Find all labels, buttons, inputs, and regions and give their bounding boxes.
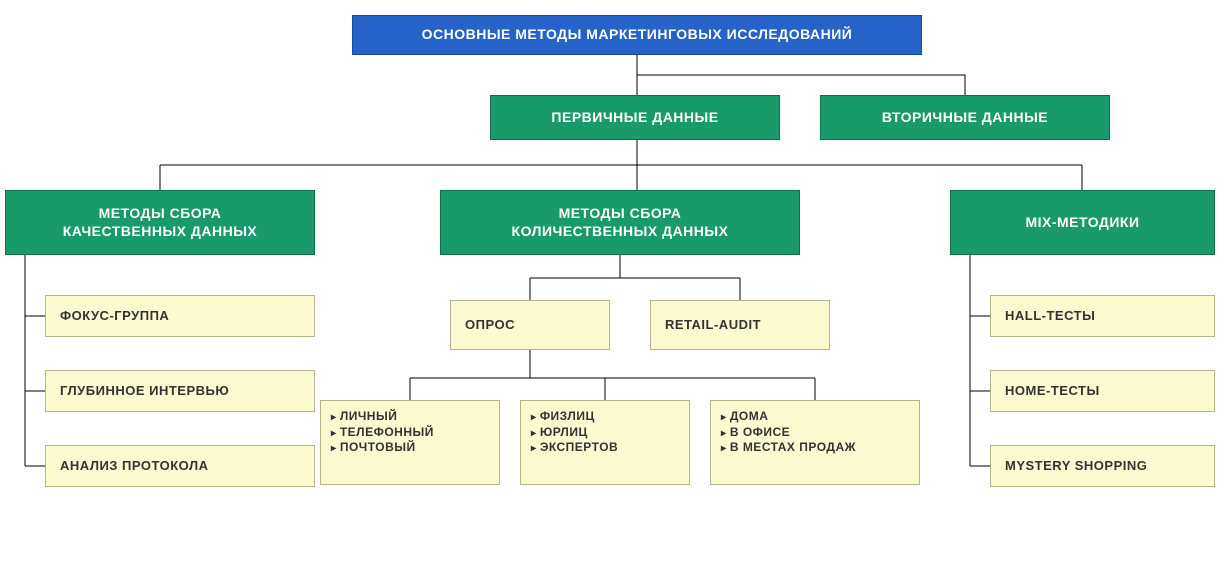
node-qualitative: МЕТОДЫ СБОРАКАЧЕСТВЕННЫХ ДАННЫХ	[5, 190, 315, 255]
node-protocol-label: АНАЛИЗ ПРОТОКОЛА	[60, 458, 208, 474]
node-root: ОСНОВНЫЕ МЕТОДЫ МАРКЕТИНГОВЫХ ИССЛЕДОВАН…	[352, 15, 922, 55]
node-mystery-shopping: MYSTERY SHOPPING	[990, 445, 1215, 487]
list-item: ДОМА	[721, 409, 768, 425]
node-qualitative-label: МЕТОДЫ СБОРАКАЧЕСТВЕННЫХ ДАННЫХ	[63, 205, 258, 240]
node-secondary-data: ВТОРИЧНЫЕ ДАННЫЕ	[820, 95, 1110, 140]
node-retail-audit-label: RETAIL-AUDIT	[665, 317, 761, 333]
node-mix: MIX-МЕТОДИКИ	[950, 190, 1215, 255]
diagram-canvas: ОСНОВНЫЕ МЕТОДЫ МАРКЕТИНГОВЫХ ИССЛЕДОВАН…	[0, 0, 1225, 567]
node-retail-audit: RETAIL-AUDIT	[650, 300, 830, 350]
node-hall-tests: HALL-ТЕСТЫ	[990, 295, 1215, 337]
node-hall-tests-label: HALL-ТЕСТЫ	[1005, 308, 1095, 324]
list-item: ЮРЛИЦ	[531, 425, 588, 441]
node-focus-group: ФОКУС-ГРУППА	[45, 295, 315, 337]
node-focus-group-label: ФОКУС-ГРУППА	[60, 308, 169, 324]
node-survey-label: ОПРОС	[465, 317, 515, 333]
list-item: В МЕСТАХ ПРОДАЖ	[721, 440, 856, 456]
node-mix-label: MIX-МЕТОДИКИ	[1025, 214, 1139, 232]
node-quantitative-label: МЕТОДЫ СБОРАКОЛИЧЕСТВЕННЫХ ДАННЫХ	[512, 205, 729, 240]
node-quantitative: МЕТОДЫ СБОРАКОЛИЧЕСТВЕННЫХ ДАННЫХ	[440, 190, 800, 255]
node-survey-places: ДОМАВ ОФИСЕВ МЕСТАХ ПРОДАЖ	[710, 400, 920, 485]
node-interview: ГЛУБИННОЕ ИНТЕРВЬЮ	[45, 370, 315, 412]
list-item: В ОФИСЕ	[721, 425, 790, 441]
node-primary-data: ПЕРВИЧНЫЕ ДАННЫЕ	[490, 95, 780, 140]
node-survey: ОПРОС	[450, 300, 610, 350]
node-survey-targets: ФИЗЛИЦЮРЛИЦЭКСПЕРТОВ	[520, 400, 690, 485]
list-item: ТЕЛЕФОННЫЙ	[331, 425, 434, 441]
node-home-tests: HOME-ТЕСТЫ	[990, 370, 1215, 412]
list-item: ЛИЧНЫЙ	[331, 409, 397, 425]
node-interview-label: ГЛУБИННОЕ ИНТЕРВЬЮ	[60, 383, 229, 399]
node-home-tests-label: HOME-ТЕСТЫ	[1005, 383, 1100, 399]
list-item: ПОЧТОВЫЙ	[331, 440, 416, 456]
list-item: ЭКСПЕРТОВ	[531, 440, 618, 456]
node-mystery-shopping-label: MYSTERY SHOPPING	[1005, 458, 1147, 474]
node-primary-data-label: ПЕРВИЧНЫЕ ДАННЫЕ	[551, 109, 718, 127]
node-root-label: ОСНОВНЫЕ МЕТОДЫ МАРКЕТИНГОВЫХ ИССЛЕДОВАН…	[422, 26, 853, 44]
list-item: ФИЗЛИЦ	[531, 409, 595, 425]
node-secondary-data-label: ВТОРИЧНЫЕ ДАННЫЕ	[882, 109, 1048, 127]
node-protocol: АНАЛИЗ ПРОТОКОЛА	[45, 445, 315, 487]
node-survey-types: ЛИЧНЫЙТЕЛЕФОННЫЙПОЧТОВЫЙ	[320, 400, 500, 485]
